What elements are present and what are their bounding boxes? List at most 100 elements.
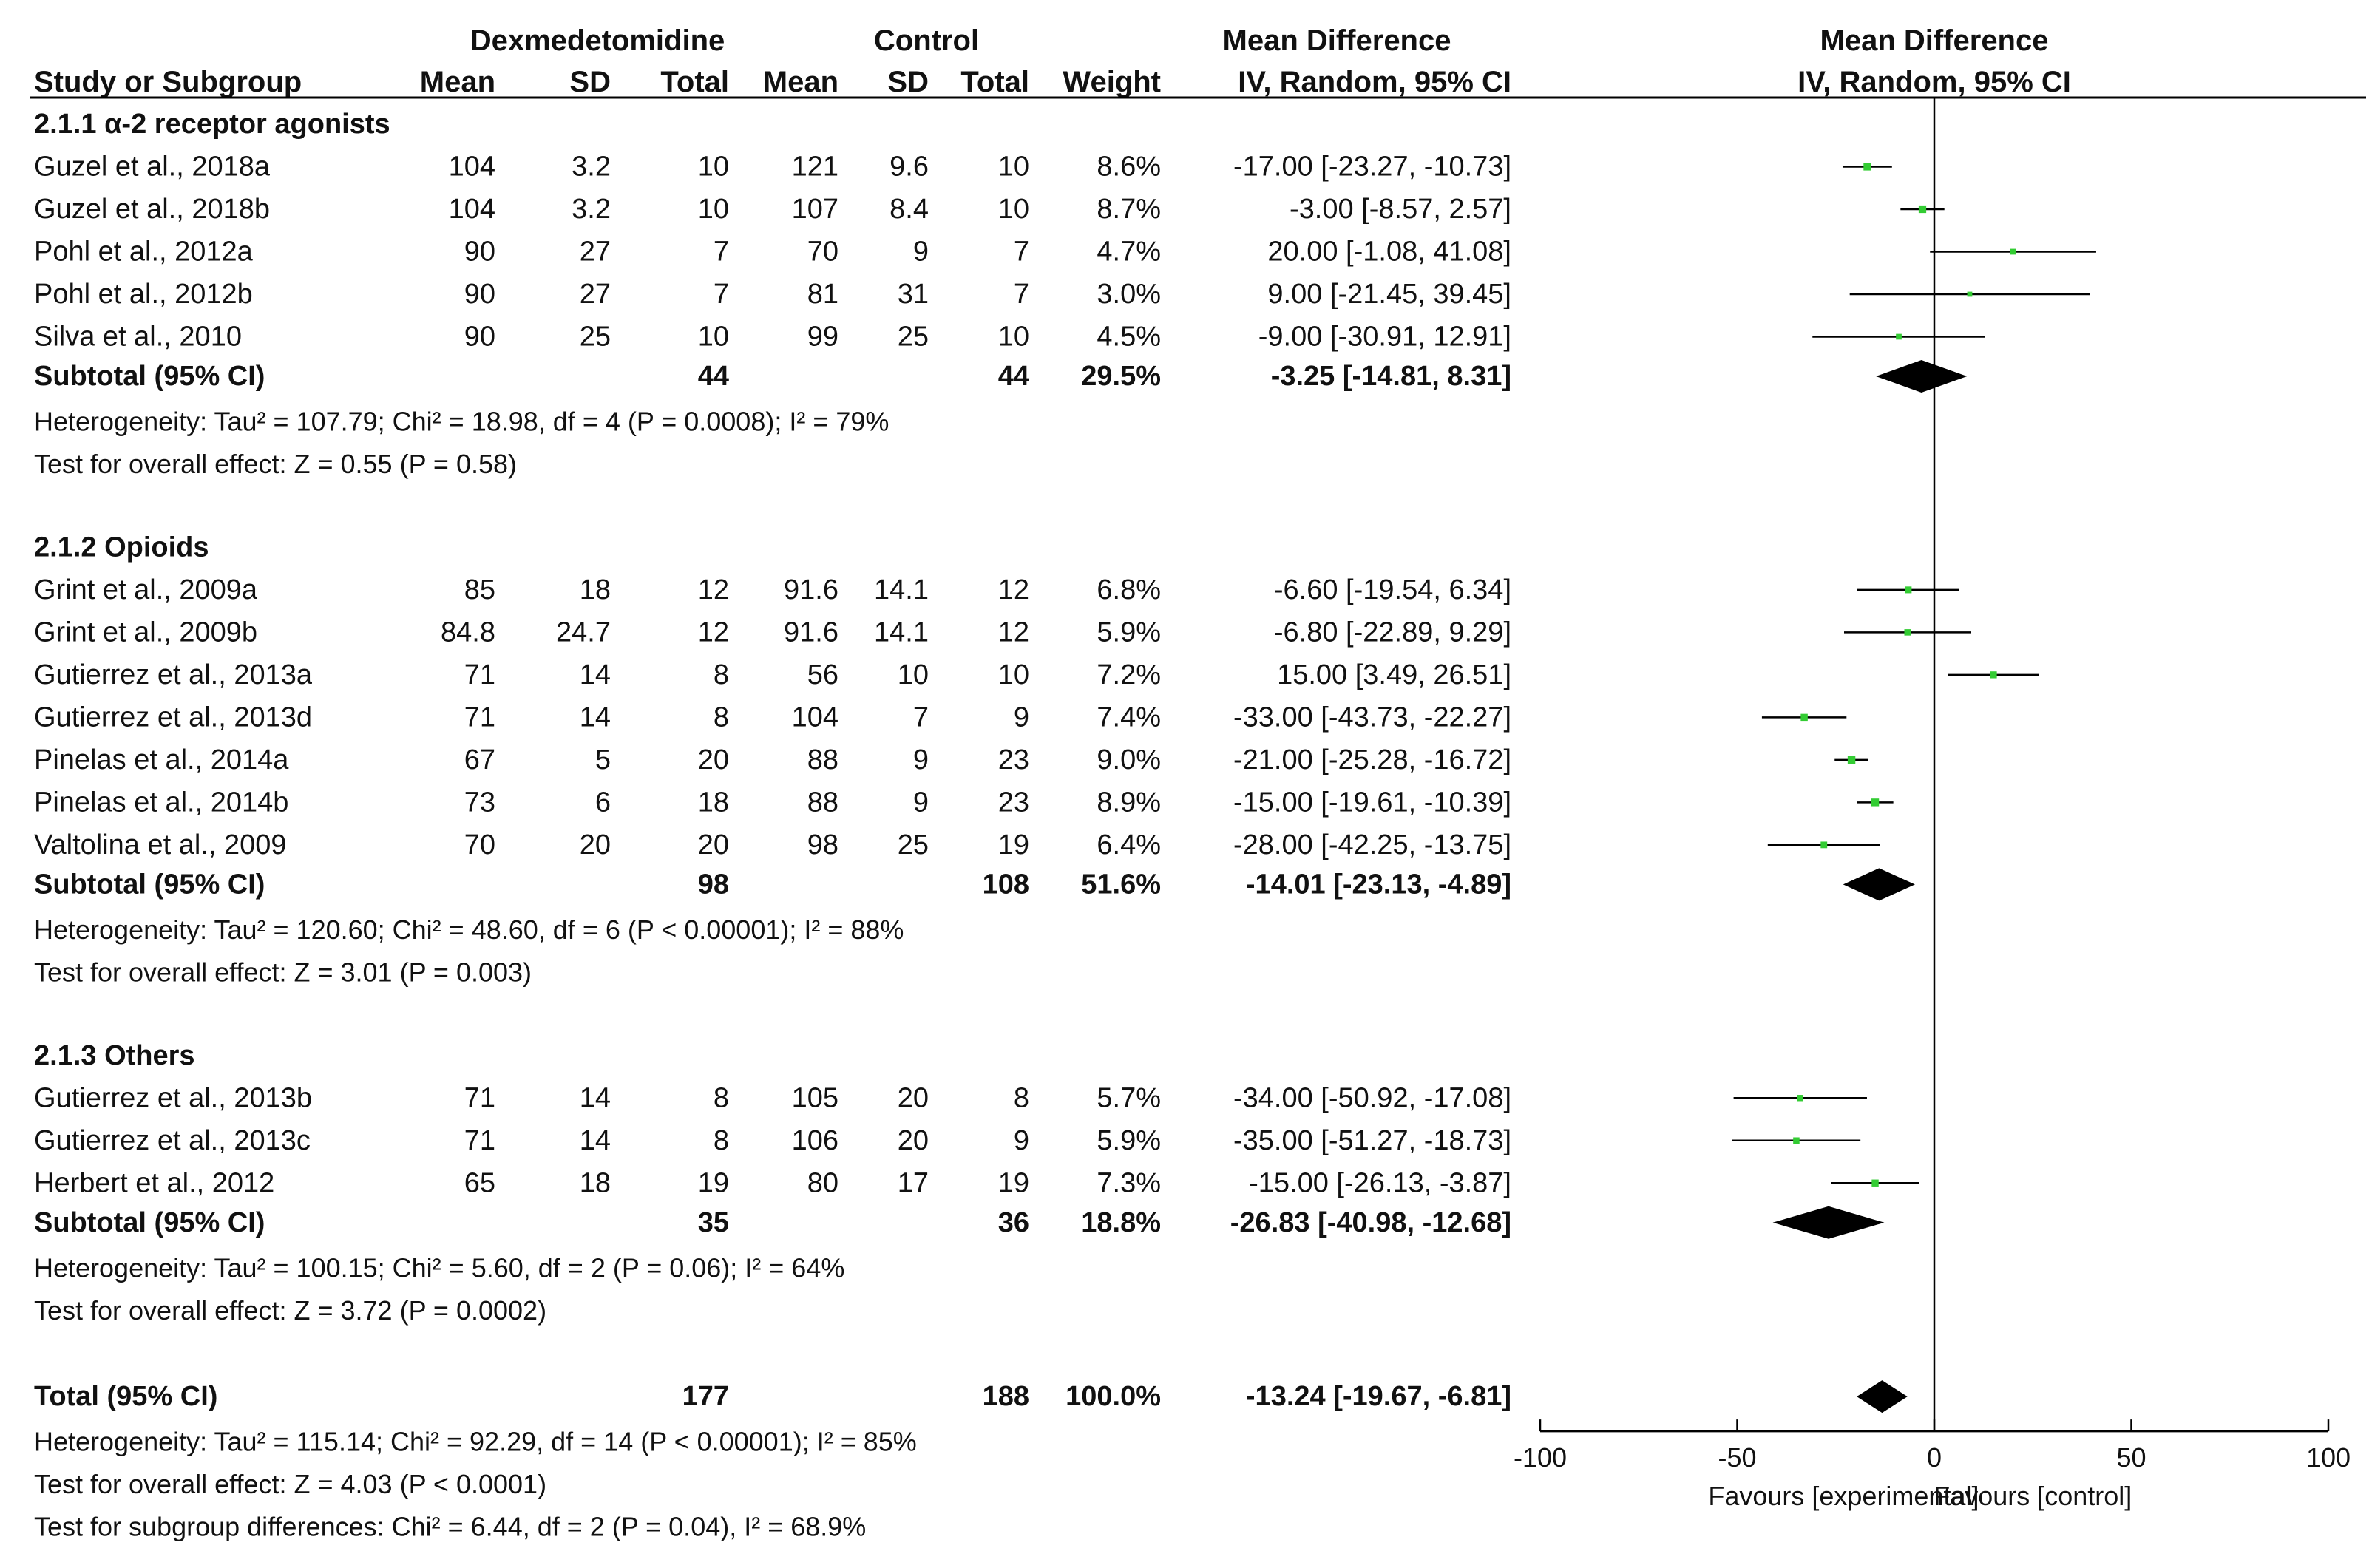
study-name: Gutierrez et al., 2013c	[34, 1125, 311, 1156]
point-estimate	[1847, 756, 1856, 764]
ci-cell: -15.00 [-26.13, -3.87]	[1249, 1167, 1511, 1198]
subtotal-label: Subtotal (95% CI)	[34, 361, 265, 392]
subtotal-ci: -3.25 [-14.81, 8.31]	[1271, 361, 1511, 392]
total1-cell: 7	[714, 279, 729, 310]
total-weight: 100.0%	[1065, 1381, 1161, 1412]
total1-cell: 10	[698, 194, 729, 225]
weight-cell: 7.4%	[1097, 702, 1161, 733]
total2-cell: 10	[998, 194, 1029, 225]
point-estimate	[1896, 333, 1902, 340]
subtotal-ci: -14.01 [-23.13, -4.89]	[1246, 869, 1511, 900]
ci-cell: -35.00 [-51.27, -18.73]	[1233, 1125, 1511, 1156]
study-name: Gutierrez et al., 2013a	[34, 659, 313, 690]
total1-cell: 8	[714, 659, 729, 690]
sd1-cell: 20	[580, 829, 611, 861]
total2-cell: 10	[998, 659, 1029, 690]
subtotal-weight: 29.5%	[1081, 361, 1161, 392]
total1-cell: 8	[714, 702, 729, 733]
weight-cell: 5.7%	[1097, 1082, 1161, 1113]
mean1-cell: 65	[464, 1167, 495, 1198]
subgroup-differences-text: Test for subgroup differences: Chi² = 6.…	[34, 1512, 866, 1542]
sd1-cell: 14	[580, 659, 611, 690]
mean2-cell: 98	[807, 829, 838, 861]
sd1-cell: 14	[580, 1082, 611, 1113]
mean2-cell: 88	[807, 744, 838, 775]
sd1-cell: 3.2	[572, 152, 611, 183]
sd2-cell: 14.1	[874, 574, 929, 605]
point-estimate	[1871, 798, 1880, 807]
heterogeneity-text: Heterogeneity: Tau² = 120.60; Chi² = 48.…	[34, 914, 904, 945]
total1-col-header: Total	[660, 66, 729, 98]
sd1-cell: 14	[580, 702, 611, 733]
mean1-cell: 85	[464, 574, 495, 605]
ci-cell: -21.00 [-25.28, -16.72]	[1233, 744, 1511, 775]
weight-cell: 7.3%	[1097, 1167, 1161, 1198]
heterogeneity-text: Heterogeneity: Tau² = 107.79; Chi² = 18.…	[34, 407, 889, 437]
study-name: Pinelas et al., 2014a	[34, 744, 289, 775]
method-col-header: IV, Random, 95% CI	[1238, 66, 1511, 98]
mean2-cell: 70	[807, 237, 838, 268]
ci-cell: -28.00 [-42.25, -13.75]	[1233, 829, 1511, 861]
sd2-cell: 25	[898, 829, 929, 861]
total1-cell: 18	[698, 787, 729, 818]
ci-cell: -17.00 [-23.27, -10.73]	[1233, 152, 1511, 183]
total1-cell: 12	[698, 574, 729, 605]
ci-cell: -6.60 [-19.54, 6.34]	[1274, 574, 1511, 605]
total2-cell: 10	[998, 152, 1029, 183]
sd1-cell: 27	[580, 279, 611, 310]
sd1-cell: 6	[595, 787, 611, 818]
point-estimate	[1918, 205, 1927, 214]
sd1-cell: 18	[580, 1167, 611, 1198]
subtotal-total2: 108	[983, 869, 1029, 900]
ci-cell: -3.00 [-8.57, 2.57]	[1290, 194, 1511, 225]
weight-col-header: Weight	[1063, 66, 1161, 98]
mean2-cell: 121	[792, 152, 838, 183]
favours-right-label: Favours [control]	[1934, 1481, 2132, 1511]
ci-cell: -15.00 [-19.61, -10.39]	[1233, 787, 1511, 818]
total2-cell: 19	[998, 829, 1029, 861]
study-name: Grint et al., 2009b	[34, 617, 257, 648]
sd2-cell: 20	[898, 1082, 929, 1113]
total2-cell: 9	[1014, 702, 1029, 733]
point-estimate	[1793, 1137, 1800, 1144]
total1-cell: 10	[698, 152, 729, 183]
mean1-cell: 71	[464, 659, 495, 690]
total-ci: -13.24 [-19.67, -6.81]	[1246, 1381, 1511, 1412]
total1-cell: 8	[714, 1125, 729, 1156]
sd1-cell: 5	[595, 744, 611, 775]
total2-cell: 12	[998, 574, 1029, 605]
point-estimate	[1904, 629, 1911, 636]
study-name: Guzel et al., 2018a	[34, 152, 271, 183]
subgroup-title: 2.1.2 Opioids	[34, 532, 209, 563]
mean2-cell: 104	[792, 702, 838, 733]
sd2-cell: 17	[898, 1167, 929, 1198]
total2-cell: 23	[998, 744, 1029, 775]
mean2-cell: 56	[807, 659, 838, 690]
mean1-cell: 71	[464, 702, 495, 733]
x-tick-label: 100	[2306, 1442, 2351, 1473]
weight-cell: 8.9%	[1097, 787, 1161, 818]
mean2-cell: 99	[807, 322, 838, 353]
total-overall-effect-text: Test for overall effect: Z = 4.03 (P < 0…	[34, 1469, 546, 1499]
plot-header: Mean Difference	[1820, 24, 2049, 57]
ci-cell: 15.00 [3.49, 26.51]	[1277, 659, 1511, 690]
total2-cell: 9	[1014, 1125, 1029, 1156]
weight-cell: 7.2%	[1097, 659, 1161, 690]
mean2-cell: 107	[792, 194, 838, 225]
ci-cell: -6.80 [-22.89, 9.29]	[1274, 617, 1511, 648]
sd1-cell: 18	[580, 574, 611, 605]
sd1-cell: 3.2	[572, 194, 611, 225]
mean2-cell: 81	[807, 279, 838, 310]
total1-cell: 20	[698, 829, 729, 861]
weight-cell: 6.4%	[1097, 829, 1161, 861]
total2-cell: 23	[998, 787, 1029, 818]
ci-cell: 9.00 [-21.45, 39.45]	[1267, 279, 1511, 310]
sd2-cell: 25	[898, 322, 929, 353]
sd2-cell: 9	[913, 237, 929, 268]
total2-cell: 12	[998, 617, 1029, 648]
subtotal-weight: 18.8%	[1081, 1207, 1161, 1238]
study-name: Herbert et al., 2012	[34, 1167, 274, 1198]
sd2-cell: 20	[898, 1125, 929, 1156]
point-estimate	[1990, 671, 1997, 679]
